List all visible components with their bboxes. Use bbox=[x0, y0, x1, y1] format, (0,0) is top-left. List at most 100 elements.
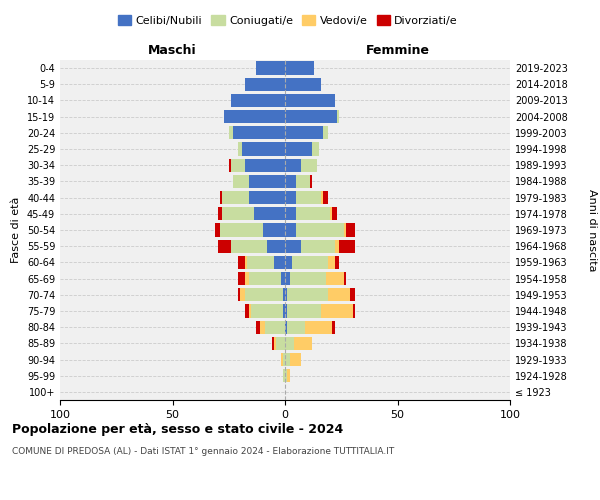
Y-axis label: Fasce di età: Fasce di età bbox=[11, 197, 21, 263]
Bar bbox=[332, 207, 337, 220]
Text: Popolazione per età, sesso e stato civile - 2024: Popolazione per età, sesso e stato civil… bbox=[12, 422, 343, 436]
Bar bbox=[346, 224, 355, 236]
Bar bbox=[251, 304, 283, 318]
Bar bbox=[285, 288, 287, 302]
Bar bbox=[285, 78, 321, 91]
Bar bbox=[220, 191, 222, 204]
Bar bbox=[238, 256, 245, 269]
Bar bbox=[301, 158, 317, 172]
Bar bbox=[222, 207, 254, 220]
Bar bbox=[256, 62, 285, 74]
Bar bbox=[290, 272, 325, 285]
Bar bbox=[220, 224, 263, 236]
Bar bbox=[231, 158, 245, 172]
Bar bbox=[343, 272, 346, 285]
Bar bbox=[267, 240, 285, 253]
Bar bbox=[285, 175, 296, 188]
Bar bbox=[335, 240, 339, 253]
Bar bbox=[276, 336, 285, 350]
Bar bbox=[249, 175, 285, 188]
Bar bbox=[265, 320, 285, 334]
Bar bbox=[245, 256, 247, 269]
Bar bbox=[229, 158, 231, 172]
Bar bbox=[321, 191, 323, 204]
Bar bbox=[296, 191, 321, 204]
Bar bbox=[301, 240, 335, 253]
Bar bbox=[328, 288, 350, 302]
Bar bbox=[240, 288, 245, 302]
Text: Femmine: Femmine bbox=[365, 44, 430, 57]
Bar bbox=[247, 256, 274, 269]
Bar bbox=[310, 175, 312, 188]
Bar bbox=[245, 304, 249, 318]
Bar bbox=[218, 240, 231, 253]
Bar bbox=[283, 288, 285, 302]
Bar bbox=[325, 272, 343, 285]
Bar bbox=[274, 256, 285, 269]
Bar bbox=[249, 304, 251, 318]
Bar bbox=[229, 126, 233, 140]
Bar bbox=[249, 191, 285, 204]
Bar bbox=[233, 175, 249, 188]
Bar bbox=[256, 320, 260, 334]
Bar bbox=[290, 353, 301, 366]
Bar bbox=[249, 272, 281, 285]
Bar bbox=[285, 191, 296, 204]
Bar bbox=[287, 304, 321, 318]
Bar bbox=[332, 320, 335, 334]
Bar bbox=[238, 272, 245, 285]
Text: Maschi: Maschi bbox=[148, 44, 197, 57]
Bar bbox=[245, 78, 285, 91]
Bar bbox=[285, 336, 294, 350]
Bar bbox=[323, 126, 328, 140]
Bar bbox=[281, 353, 283, 366]
Bar bbox=[285, 207, 296, 220]
Bar bbox=[296, 207, 330, 220]
Bar bbox=[231, 240, 267, 253]
Bar bbox=[285, 158, 301, 172]
Bar bbox=[285, 224, 296, 236]
Bar bbox=[321, 304, 353, 318]
Bar bbox=[231, 94, 285, 107]
Bar bbox=[343, 224, 346, 236]
Bar bbox=[335, 256, 339, 269]
Bar bbox=[285, 62, 314, 74]
Bar bbox=[285, 320, 287, 334]
Bar bbox=[294, 336, 312, 350]
Text: COMUNE DI PREDOSA (AL) - Dati ISTAT 1° gennaio 2024 - Elaborazione TUTTITALIA.IT: COMUNE DI PREDOSA (AL) - Dati ISTAT 1° g… bbox=[12, 448, 394, 456]
Bar bbox=[337, 110, 339, 124]
Legend: Celibi/Nubili, Coniugati/e, Vedovi/e, Divorziati/e: Celibi/Nubili, Coniugati/e, Vedovi/e, Di… bbox=[113, 10, 463, 30]
Bar bbox=[233, 126, 285, 140]
Bar bbox=[285, 256, 292, 269]
Bar bbox=[238, 288, 240, 302]
Bar bbox=[245, 272, 249, 285]
Bar bbox=[287, 369, 290, 382]
Bar bbox=[305, 320, 332, 334]
Bar bbox=[260, 320, 265, 334]
Bar bbox=[274, 336, 276, 350]
Bar bbox=[296, 175, 310, 188]
Bar bbox=[245, 288, 283, 302]
Bar bbox=[224, 110, 285, 124]
Bar bbox=[281, 272, 285, 285]
Bar bbox=[339, 240, 355, 253]
Bar bbox=[285, 126, 323, 140]
Bar bbox=[238, 142, 242, 156]
Bar bbox=[263, 224, 285, 236]
Bar bbox=[215, 224, 220, 236]
Bar bbox=[271, 336, 274, 350]
Bar bbox=[285, 369, 287, 382]
Text: Anni di nascita: Anni di nascita bbox=[587, 188, 597, 271]
Bar bbox=[285, 240, 301, 253]
Bar bbox=[285, 353, 290, 366]
Bar bbox=[245, 158, 285, 172]
Bar bbox=[323, 191, 328, 204]
Bar bbox=[312, 142, 319, 156]
Bar bbox=[330, 207, 332, 220]
Bar bbox=[328, 256, 335, 269]
Bar bbox=[218, 207, 222, 220]
Bar bbox=[283, 304, 285, 318]
Bar bbox=[222, 191, 249, 204]
Bar bbox=[254, 207, 285, 220]
Bar bbox=[285, 272, 290, 285]
